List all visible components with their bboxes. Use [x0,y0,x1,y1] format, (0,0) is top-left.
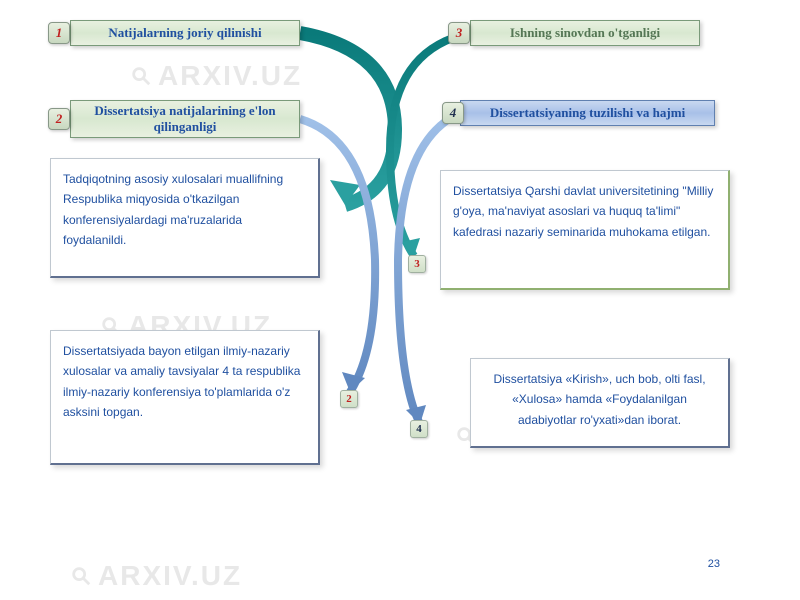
watermark: ARXIV.UZ [130,60,302,92]
content-1-text: Tadqiqotning asosiy xulosalari muallifni… [63,172,283,247]
small-badge-2: 2 [340,390,358,408]
content-3-text: Dissertatsiya Qarshi davlat universiteti… [453,184,713,239]
page-number: 23 [708,558,720,570]
header-4-text: Dissertatsiyaning tuzilishi va hajmi [490,105,685,121]
header-3: Ishning sinovdan o'tganligi [470,20,700,46]
content-box-2: Dissertatsiyada bayon etilgan ilmiy-naza… [50,330,320,465]
badge-1: 1 [48,22,70,44]
header-2-text: Dissertatsiya natijalarining e'lon qilin… [79,103,291,135]
header-4: Dissertatsiyaning tuzilishi va hajmi [460,100,715,126]
badge-4: 4 [442,102,464,124]
header-1-text: Natijalarning joriy qilinishi [108,25,261,41]
content-2-text: Dissertatsiyada bayon etilgan ilmiy-naza… [63,344,300,419]
content-box-1: Tadqiqotning asosiy xulosalari muallifni… [50,158,320,278]
header-1: Natijalarning joriy qilinishi [70,20,300,46]
content-box-3: Dissertatsiya Qarshi davlat universiteti… [440,170,730,290]
content-4-text: Dissertatsiya «Kirish», uch bob, olti fa… [493,372,705,427]
flow-arrows [0,0,800,600]
badge-2: 2 [48,108,70,130]
small-badge-3: 3 [408,255,426,273]
badge-3: 3 [448,22,470,44]
small-badge-4: 4 [410,420,428,438]
header-2: Dissertatsiya natijalarining e'lon qilin… [70,100,300,138]
watermark: ARXIV.UZ [70,560,242,592]
header-3-text: Ishning sinovdan o'tganligi [510,25,660,41]
content-box-4: Dissertatsiya «Kirish», uch bob, olti fa… [470,358,730,448]
